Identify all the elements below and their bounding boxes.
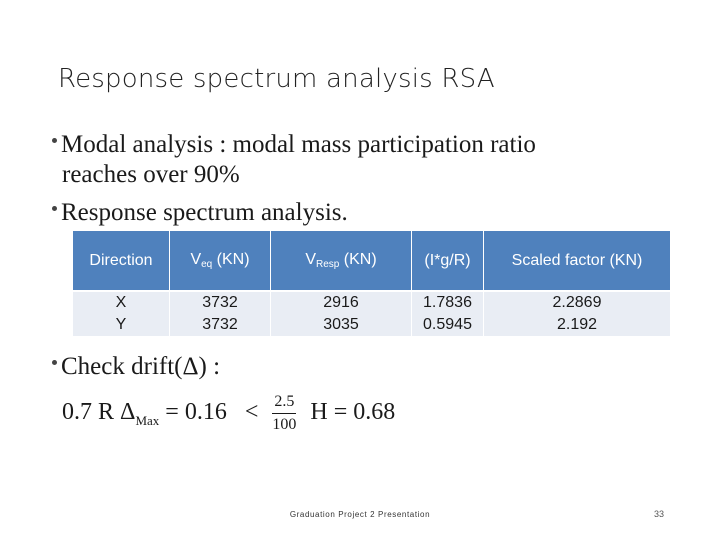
header-vresp-sub: Resp — [315, 259, 340, 270]
slide-footer: Graduation Project 2 Presentation — [289, 510, 431, 519]
header-vresp-unit: (KN) — [339, 251, 377, 268]
bullet-text-line1: Modal analysis : modal mass participatio… — [61, 131, 536, 158]
header-veq: Veq (KN) — [169, 231, 271, 291]
bullet-text: Response spectrum analysis. — [61, 199, 348, 226]
formula-left-sub: Max — [135, 412, 160, 428]
header-ratio: (I*g/R) — [411, 231, 484, 291]
cell-veq: 3732 — [169, 314, 271, 336]
bullet-modal-analysis: Modal analysis : modal mass participatio… — [52, 130, 536, 190]
drift-formula: 0.7 R ΔMax = 0.16 < 2.5 100 H = 0.68 — [62, 393, 395, 434]
header-vresp-main: V — [305, 251, 316, 268]
formula-right: H = 0.68 — [310, 399, 396, 426]
rsa-results-table: Direction Veq (KN) VResp (KN) (I*g/R) Sc… — [73, 231, 670, 336]
bullet-text: Check drift(Δ) : — [61, 353, 221, 380]
formula-fraction: 2.5 100 — [272, 393, 297, 434]
cell-veq: 3732 — [169, 290, 271, 314]
page-number: 33 — [653, 509, 664, 519]
formula-left-eq: = 0.16 — [159, 399, 227, 426]
bullet-dot-icon — [52, 360, 57, 365]
bullet-check-drift: Check drift(Δ) : — [52, 352, 220, 382]
table-header-row: Direction Veq (KN) VResp (KN) (I*g/R) Sc… — [73, 231, 670, 291]
fraction-numerator: 2.5 — [272, 393, 297, 414]
slide-title: Response spectrum analysis RSA — [58, 64, 495, 94]
table-row: X 3732 2916 1.7836 2.2869 — [73, 290, 670, 314]
bullet-dot-icon — [52, 206, 57, 211]
header-scaled-factor: Scaled factor (KN) — [483, 231, 670, 291]
cell-ratio: 1.7836 — [411, 290, 484, 314]
cell-direction: X — [73, 290, 170, 314]
header-vresp: VResp (KN) — [270, 231, 412, 291]
cell-scaled: 2.2869 — [483, 290, 670, 314]
bullet-text-line2: reaches over 90% — [62, 161, 240, 188]
cell-direction: Y — [73, 314, 170, 336]
header-veq-main: V — [190, 251, 202, 268]
formula-left: 0.7 R Δ — [62, 399, 136, 426]
cell-vresp: 3035 — [270, 314, 412, 336]
cell-ratio: 0.5945 — [411, 314, 484, 336]
table-row: Y 3732 3035 0.5945 2.192 — [73, 314, 670, 336]
formula-operator: < — [244, 399, 259, 426]
header-direction: Direction — [73, 231, 170, 291]
cell-vresp: 2916 — [270, 290, 412, 314]
header-veq-sub: eq — [201, 259, 213, 270]
cell-scaled: 2.192 — [483, 314, 670, 336]
bullet-response-spectrum: Response spectrum analysis. — [52, 198, 348, 228]
fraction-denominator: 100 — [272, 416, 297, 433]
header-veq-unit: (KN) — [212, 251, 250, 268]
bullet-dot-icon — [52, 138, 57, 143]
